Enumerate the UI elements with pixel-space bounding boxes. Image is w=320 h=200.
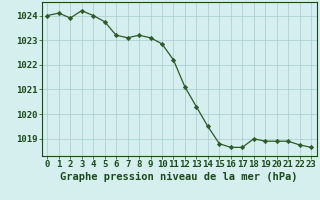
X-axis label: Graphe pression niveau de la mer (hPa): Graphe pression niveau de la mer (hPa)	[60, 172, 298, 182]
